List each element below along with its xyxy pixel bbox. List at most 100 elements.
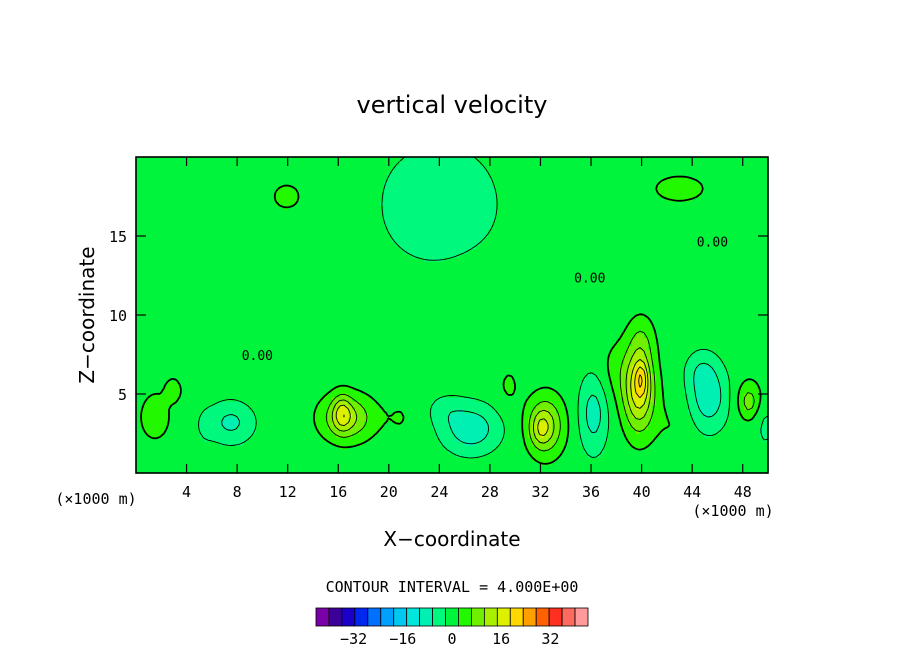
field-cell (640, 445, 645, 450)
field-cell (408, 357, 413, 362)
field-cell (264, 361, 269, 366)
field-cell (548, 441, 553, 446)
field-cell (540, 429, 545, 434)
field-cell (548, 469, 553, 474)
field-cell (400, 469, 405, 474)
field-cell (256, 353, 261, 358)
field-cell (348, 397, 353, 402)
field-cell (648, 465, 653, 470)
field-cell (364, 433, 369, 438)
field-cell (320, 421, 325, 426)
field-cell (344, 465, 349, 470)
field-cell (732, 413, 737, 418)
field-cell (304, 361, 309, 366)
field-cell (456, 365, 461, 370)
field-cell (752, 377, 757, 382)
field-cell (188, 365, 193, 370)
field-cell (316, 441, 321, 446)
field-cell (724, 385, 729, 390)
field-cell (756, 373, 761, 378)
field-cell (396, 405, 401, 410)
field-cell (640, 433, 645, 438)
field-cell (712, 385, 717, 390)
field-cell (152, 413, 157, 418)
field-cell (176, 461, 181, 466)
field-cell (440, 369, 445, 374)
field-cell (552, 441, 557, 446)
field-cell (228, 441, 233, 446)
field-cell (192, 409, 197, 414)
field-cell (584, 369, 589, 374)
field-cell (480, 417, 485, 422)
field-cell (756, 369, 761, 374)
field-cell (736, 469, 741, 474)
field-cell (696, 377, 701, 382)
field-cell (396, 385, 401, 390)
field-cell (356, 381, 361, 386)
field-cell (136, 453, 141, 458)
field-cell (296, 369, 301, 374)
field-cell (696, 417, 701, 422)
field-cell (272, 421, 277, 426)
field-cell (576, 393, 581, 398)
field-cell (584, 453, 589, 458)
field-cell (496, 385, 501, 390)
field-cell (308, 461, 313, 466)
field-cell (168, 409, 173, 414)
field-cell (532, 377, 537, 382)
field-cell (724, 349, 729, 354)
field-cell (240, 457, 245, 462)
field-cell (164, 433, 169, 438)
field-cell (460, 393, 465, 398)
field-cell (392, 353, 397, 358)
field-cell (228, 421, 233, 426)
field-cell (500, 457, 505, 462)
field-cell (468, 421, 473, 426)
field-cell (164, 349, 169, 354)
field-cell (232, 441, 237, 446)
field-cell (600, 457, 605, 462)
field-cell (236, 349, 241, 354)
field-cell (560, 457, 565, 462)
field-cell (220, 445, 225, 450)
field-cell (208, 449, 213, 454)
field-cell (196, 461, 201, 466)
field-cell (760, 425, 765, 430)
field-cell (660, 365, 665, 370)
field-cell (496, 413, 501, 418)
field-cell (324, 397, 329, 402)
field-cell (444, 469, 449, 474)
field-cell (480, 361, 485, 366)
field-cell (252, 373, 257, 378)
field-cell (620, 405, 625, 410)
field-cell (492, 369, 497, 374)
field-cell (692, 425, 697, 430)
field-cell (388, 365, 393, 370)
field-cell (148, 437, 153, 442)
field-cell (324, 361, 329, 366)
field-cell (212, 349, 217, 354)
field-cell (416, 421, 421, 426)
field-cell (384, 417, 389, 422)
field-cell (488, 425, 493, 430)
field-cell (320, 385, 325, 390)
field-cell (612, 469, 617, 474)
field-cell (500, 381, 505, 386)
field-cell (696, 357, 701, 362)
field-cell (512, 369, 517, 374)
field-cell (252, 377, 257, 382)
field-cell (740, 397, 745, 402)
field-cell (608, 409, 613, 414)
field-cell (440, 385, 445, 390)
field-cell (316, 369, 321, 374)
field-cell (416, 345, 421, 350)
field-cell (600, 441, 605, 446)
field-cell (632, 405, 637, 410)
field-cell (552, 381, 557, 386)
field-cell (384, 357, 389, 362)
field-cell (148, 373, 153, 378)
field-cell (440, 421, 445, 426)
field-cell (724, 465, 729, 470)
field-cell (216, 385, 221, 390)
field-cell (536, 389, 541, 394)
